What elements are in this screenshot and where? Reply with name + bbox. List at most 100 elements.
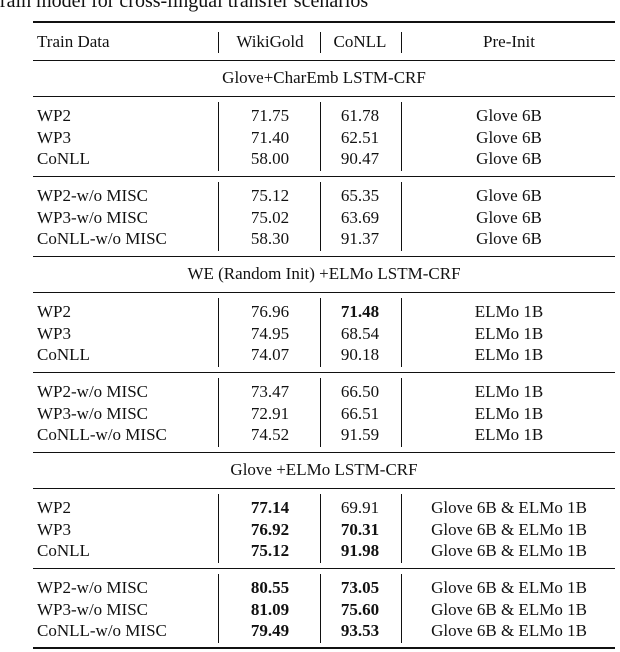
cell: Glove 6B & ELMo 1B <box>431 519 587 539</box>
cell: 61.78 <box>340 106 380 125</box>
cell: 70.31 <box>340 519 380 539</box>
cell: Glove 6B & ELMo 1B <box>431 498 587 517</box>
cell: 77.14 <box>250 498 290 517</box>
row-label: CoNLL-w/o MISC <box>37 425 167 444</box>
cell: 71.48 <box>340 302 380 321</box>
cell: 71.75 <box>250 106 290 125</box>
column-header: CoNLL <box>333 32 387 51</box>
cell: 76.96 <box>250 302 290 321</box>
cell: 58.30 <box>250 229 290 248</box>
column-separator <box>218 102 219 171</box>
cell: 62.51 <box>340 127 380 147</box>
cell: 63.69 <box>340 207 380 227</box>
cell: 93.53 <box>340 621 380 640</box>
cell: 79.49 <box>250 621 290 640</box>
section-rule <box>33 487 615 489</box>
row-label: WP3-w/o MISC <box>37 403 148 423</box>
column-separator <box>320 102 321 171</box>
bottom-rule <box>33 647 615 649</box>
row-label: WP2 <box>37 498 71 517</box>
cell: Glove 6B & ELMo 1B <box>431 541 587 560</box>
cell: 81.09 <box>250 599 290 619</box>
cell: 58.00 <box>250 149 290 168</box>
cell: 75.12 <box>250 186 290 205</box>
cell: 76.92 <box>250 519 290 539</box>
column-separator <box>320 574 321 643</box>
cell: 72.91 <box>250 403 290 423</box>
row-label: WP3 <box>37 323 71 343</box>
column-header: Train Data <box>37 32 110 51</box>
cell: 68.54 <box>340 323 380 343</box>
cell: 75.02 <box>250 207 290 227</box>
column-separator <box>320 494 321 563</box>
cell: 75.12 <box>250 541 290 560</box>
column-header: Pre-Init <box>483 32 535 51</box>
column-separator <box>401 102 402 171</box>
group-rule <box>33 175 615 177</box>
row-label: WP2 <box>37 302 71 321</box>
row-label: CoNLL-w/o MISC <box>37 229 167 248</box>
cell: 91.98 <box>340 541 380 560</box>
cell: ELMo 1B <box>474 345 544 364</box>
cell: 73.05 <box>340 578 380 597</box>
column-separator <box>218 574 219 643</box>
cell: 74.52 <box>250 425 290 444</box>
column-separator <box>218 32 219 53</box>
section-rule <box>33 291 615 293</box>
cell: Glove 6B & ELMo 1B <box>431 621 587 640</box>
section-title: WE (Random Init) +ELMo LSTM-CRF <box>187 264 461 283</box>
cell: ELMo 1B <box>474 302 544 321</box>
column-separator <box>401 378 402 447</box>
header-rule <box>33 59 615 61</box>
section-rule <box>33 95 615 97</box>
column-separator <box>218 298 219 367</box>
cell: ELMo 1B <box>474 425 544 444</box>
cell: ELMo 1B <box>474 382 544 401</box>
row-label: CoNLL <box>37 345 90 364</box>
row-label: CoNLL <box>37 149 90 168</box>
cell: 75.60 <box>340 599 380 619</box>
cell: 71.40 <box>250 127 290 147</box>
column-separator <box>218 378 219 447</box>
cell: 66.51 <box>340 403 380 423</box>
group-rule <box>33 255 615 257</box>
cell: 74.95 <box>250 323 290 343</box>
cell: 91.37 <box>340 229 380 248</box>
column-separator <box>320 32 321 53</box>
cell: ELMo 1B <box>474 323 544 343</box>
row-label: WP3-w/o MISC <box>37 207 148 227</box>
row-label: WP2 <box>37 106 71 125</box>
row-label: CoNLL-w/o MISC <box>37 621 167 640</box>
row-label: WP2-w/o MISC <box>37 382 148 401</box>
cell: Glove 6B <box>476 106 542 125</box>
cell: 90.18 <box>340 345 380 364</box>
caption: rain model for cross-lingual transfer sc… <box>0 0 369 12</box>
column-separator <box>401 298 402 367</box>
cell: Glove 6B <box>476 149 542 168</box>
cell: 80.55 <box>250 578 290 597</box>
column-separator <box>218 182 219 251</box>
column-header: WikiGold <box>236 32 304 51</box>
cell: 74.07 <box>250 345 290 364</box>
column-separator <box>320 378 321 447</box>
cell: 66.50 <box>340 382 380 401</box>
cell: 69.91 <box>340 498 380 517</box>
cell: Glove 6B <box>476 186 542 205</box>
column-separator <box>401 574 402 643</box>
column-separator <box>401 494 402 563</box>
cell: Glove 6B <box>476 127 542 147</box>
cell: Glove 6B <box>476 207 542 227</box>
row-label: WP2-w/o MISC <box>37 578 148 597</box>
row-label: WP2-w/o MISC <box>37 186 148 205</box>
cell: 90.47 <box>340 149 380 168</box>
cell: Glove 6B <box>476 229 542 248</box>
column-separator <box>218 494 219 563</box>
column-separator <box>401 182 402 251</box>
section-title: Glove +ELMo LSTM-CRF <box>230 460 418 479</box>
cell: 65.35 <box>340 186 380 205</box>
cell: Glove 6B & ELMo 1B <box>431 578 587 597</box>
row-label: WP3-w/o MISC <box>37 599 148 619</box>
column-separator <box>401 32 402 53</box>
group-rule <box>33 371 615 373</box>
